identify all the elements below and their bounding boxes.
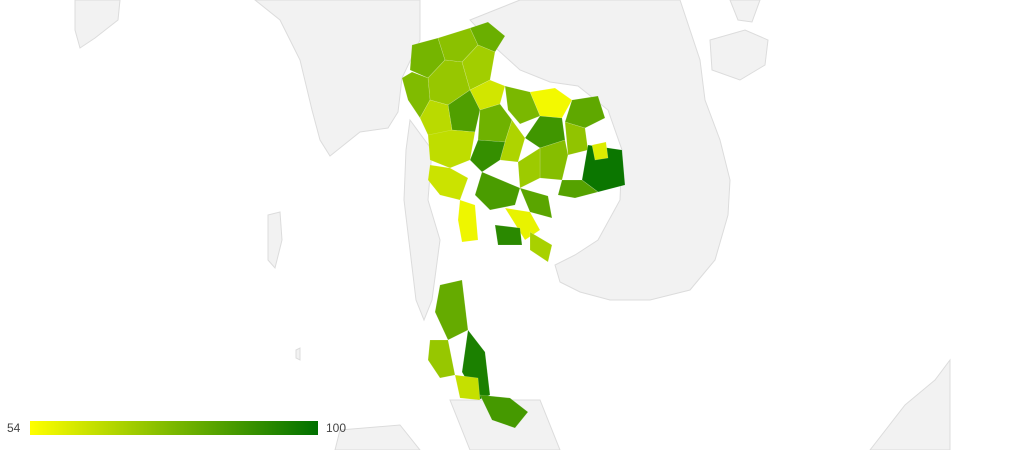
province-p22[interactable] — [469, 139, 506, 173]
legend-max-label: 100 — [326, 421, 347, 435]
land-nicobar — [295, 347, 301, 361]
land-sumatra — [334, 424, 421, 450]
province-p30[interactable] — [519, 187, 553, 219]
province-p29[interactable] — [529, 231, 553, 263]
province-p08[interactable] — [447, 89, 481, 133]
thailand-provinces — [401, 21, 626, 429]
legend-color-bar — [30, 421, 318, 435]
province-p28[interactable] — [494, 224, 523, 246]
province-p34[interactable] — [454, 374, 481, 401]
province-p31[interactable] — [434, 279, 469, 341]
land-indochina — [469, 0, 731, 301]
province-p07[interactable] — [469, 79, 506, 111]
land-islands-ne — [729, 0, 761, 23]
province-p17[interactable] — [581, 144, 626, 193]
land-hainan — [709, 29, 769, 81]
province-p26[interactable] — [474, 171, 521, 211]
province-p12[interactable] — [564, 95, 606, 129]
province-p33[interactable] — [427, 339, 456, 379]
land-myanmar-south — [403, 118, 441, 322]
land-andaman — [267, 211, 283, 270]
province-p13[interactable] — [504, 85, 541, 125]
legend: 54 100 — [0, 418, 360, 440]
province-p20[interactable] — [557, 179, 599, 199]
province-p18[interactable] — [591, 141, 609, 161]
province-p03[interactable] — [469, 21, 506, 53]
land-west — [74, 0, 121, 49]
legend-min-label: 54 — [7, 421, 21, 435]
land-myanmar-north — [254, 0, 421, 157]
province-p23[interactable] — [427, 129, 476, 169]
province-p25[interactable] — [457, 199, 479, 243]
province-p24[interactable] — [427, 164, 469, 201]
province-p35[interactable] — [479, 394, 529, 429]
background-land — [74, 0, 951, 450]
province-p16[interactable] — [499, 119, 526, 163]
land-borneo — [869, 358, 951, 450]
province-p21[interactable] — [517, 147, 541, 189]
